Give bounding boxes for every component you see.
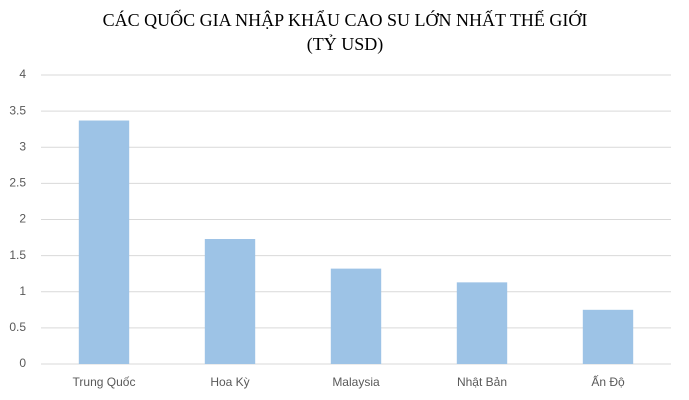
y-tick-label: 3.5 xyxy=(9,103,26,117)
y-tick-label: 0.5 xyxy=(9,320,26,334)
x-tick-label: Hoa Kỳ xyxy=(210,375,249,389)
x-tick-label: Trung Quốc xyxy=(73,375,136,389)
y-tick-label: 3 xyxy=(19,139,26,153)
y-tick-label: 0 xyxy=(19,356,26,370)
y-tick-label: 1.5 xyxy=(9,248,26,262)
bar xyxy=(330,268,382,364)
bar xyxy=(78,120,130,364)
y-tick-label: 2.5 xyxy=(9,176,26,190)
x-tick-label: Nhật Bản xyxy=(457,375,507,389)
x-tick-label: Ấn Độ xyxy=(591,374,625,389)
chart-title: CÁC QUỐC GIA NHẬP KHẨU CAO SU LỚN NHẤT T… xyxy=(103,9,588,30)
bar xyxy=(456,282,508,364)
y-tick-label: 4 xyxy=(19,67,26,81)
chart-subtitle: (TỶ USD) xyxy=(307,34,384,55)
bar xyxy=(204,239,256,364)
bar xyxy=(582,309,634,364)
y-tick-label: 2 xyxy=(19,212,26,226)
y-tick-label: 1 xyxy=(19,284,26,298)
x-tick-label: Malaysia xyxy=(332,375,380,389)
